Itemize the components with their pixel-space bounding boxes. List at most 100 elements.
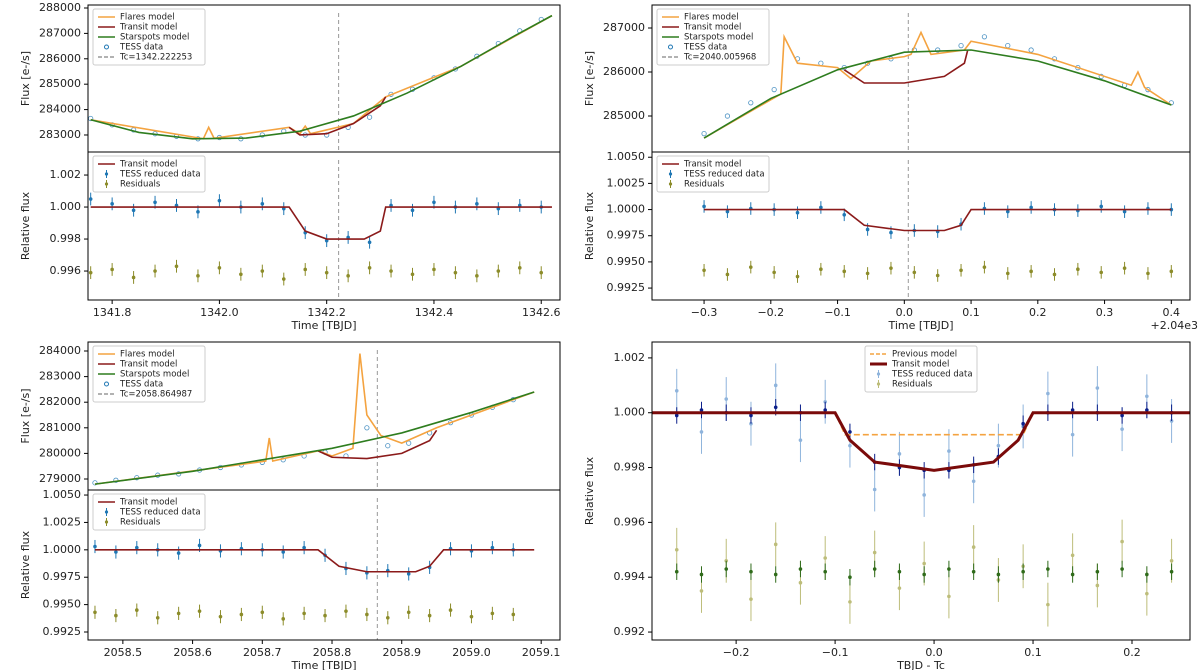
- data-point: [406, 572, 411, 576]
- y-axis-label: Flux [e-/s]: [583, 51, 596, 106]
- legend-label: TESS reduced data: [891, 370, 973, 380]
- y-tick-label: 1.002: [614, 351, 646, 364]
- data-point: [922, 572, 926, 577]
- data-point: [702, 204, 706, 209]
- x-tick-label: 1342.2: [307, 306, 346, 319]
- data-point: [1046, 602, 1050, 607]
- data-point: [1095, 569, 1100, 574]
- data-point: [196, 274, 200, 278]
- y-tick-label: 0.996: [614, 515, 646, 528]
- axes-frame: [87, 151, 561, 301]
- y-tick-label: 283000: [39, 128, 81, 141]
- data-point: [749, 569, 753, 574]
- y-tick-label: 286000: [603, 65, 645, 78]
- x-tick-label: 1342.6: [522, 306, 561, 319]
- data-point: [174, 264, 179, 269]
- x-tick-label: 0.2: [1123, 646, 1141, 659]
- legend-box: [92, 493, 206, 531]
- data-point: [842, 213, 847, 217]
- legend-swatch: [104, 520, 109, 524]
- model-line: [703, 49, 1172, 139]
- data-point: [114, 550, 118, 554]
- legend-label: Transit model: [683, 160, 741, 170]
- data-point: [674, 548, 679, 552]
- x-tick-label: 2058.6: [173, 646, 212, 659]
- data-point: [724, 567, 729, 571]
- data-point: [281, 550, 286, 554]
- x-tick-label: 0.4: [1163, 306, 1181, 319]
- model-line: [843, 49, 969, 84]
- axes-frame: [87, 489, 561, 641]
- data-point: [281, 617, 286, 621]
- data-point: [196, 210, 200, 214]
- data-point: [823, 408, 827, 412]
- x-tick-label: −0.3: [691, 306, 718, 319]
- x-tick-label: 2058.9: [382, 646, 421, 659]
- data-point: [971, 569, 976, 574]
- plot-area: [701, 13, 1174, 152]
- data-point: [176, 611, 181, 616]
- data-point: [1095, 583, 1100, 588]
- y-tick-label: 286000: [39, 52, 81, 65]
- data-point: [432, 267, 436, 272]
- data-point: [897, 569, 902, 574]
- data-point: [176, 551, 181, 555]
- data-point: [798, 438, 803, 442]
- data-point: [490, 545, 495, 550]
- data-point: [1169, 569, 1174, 574]
- data-point: [848, 575, 852, 580]
- legend-swatch: [104, 381, 109, 387]
- y-tick-label: 1.000: [50, 200, 82, 213]
- y-tick-label: 0.998: [50, 232, 82, 245]
- data-point: [947, 594, 951, 599]
- data-point: [367, 240, 372, 245]
- x-axis-offset: +2.04e3: [1151, 319, 1198, 332]
- x-tick-label: 0.1: [1024, 646, 1042, 659]
- data-point: [1146, 271, 1150, 276]
- data-point: [1076, 267, 1080, 272]
- data-point: [410, 208, 415, 213]
- model-line: [94, 549, 535, 573]
- data-point: [1029, 269, 1033, 274]
- data-point: [1169, 419, 1174, 423]
- y-tick-label: 1.0000: [607, 203, 646, 216]
- x-tick-label: 2059.1: [522, 646, 561, 659]
- legend-swatch: [668, 182, 673, 186]
- y-tick-label: 279000: [39, 472, 81, 485]
- data-point: [1070, 553, 1075, 558]
- data-point: [1029, 205, 1033, 210]
- data-point: [93, 610, 97, 615]
- model-line: [94, 391, 535, 485]
- data-point: [819, 205, 823, 210]
- data-point: [749, 597, 753, 601]
- legend-label: Tc=2058.864987: [119, 390, 192, 400]
- data-point: [324, 132, 330, 138]
- legend-label: Residuals: [120, 518, 161, 528]
- y-axis-label: Relative flux: [19, 530, 32, 599]
- data-point: [725, 272, 730, 277]
- y-tick-label: 1.000: [614, 406, 646, 419]
- legend-swatch: [104, 182, 109, 186]
- data-point: [496, 269, 501, 273]
- data-point: [996, 572, 1001, 577]
- data-point: [1099, 204, 1104, 209]
- data-point: [114, 613, 118, 618]
- data-point: [453, 270, 458, 275]
- legend-swatch: [104, 44, 109, 50]
- data-point: [432, 200, 436, 205]
- data-point: [889, 230, 893, 235]
- y-tick-label: 0.9925: [607, 281, 646, 294]
- data-point: [1070, 432, 1075, 437]
- data-point: [798, 567, 803, 571]
- legend-box: [864, 345, 978, 393]
- data-point: [260, 269, 265, 273]
- plot-area: [88, 13, 553, 152]
- legend-label: Residuals: [684, 180, 725, 190]
- data-point: [1145, 572, 1149, 577]
- data-point: [385, 443, 391, 449]
- model-line: [652, 411, 1190, 472]
- data-point: [260, 202, 265, 206]
- legend-swatch: [668, 172, 673, 176]
